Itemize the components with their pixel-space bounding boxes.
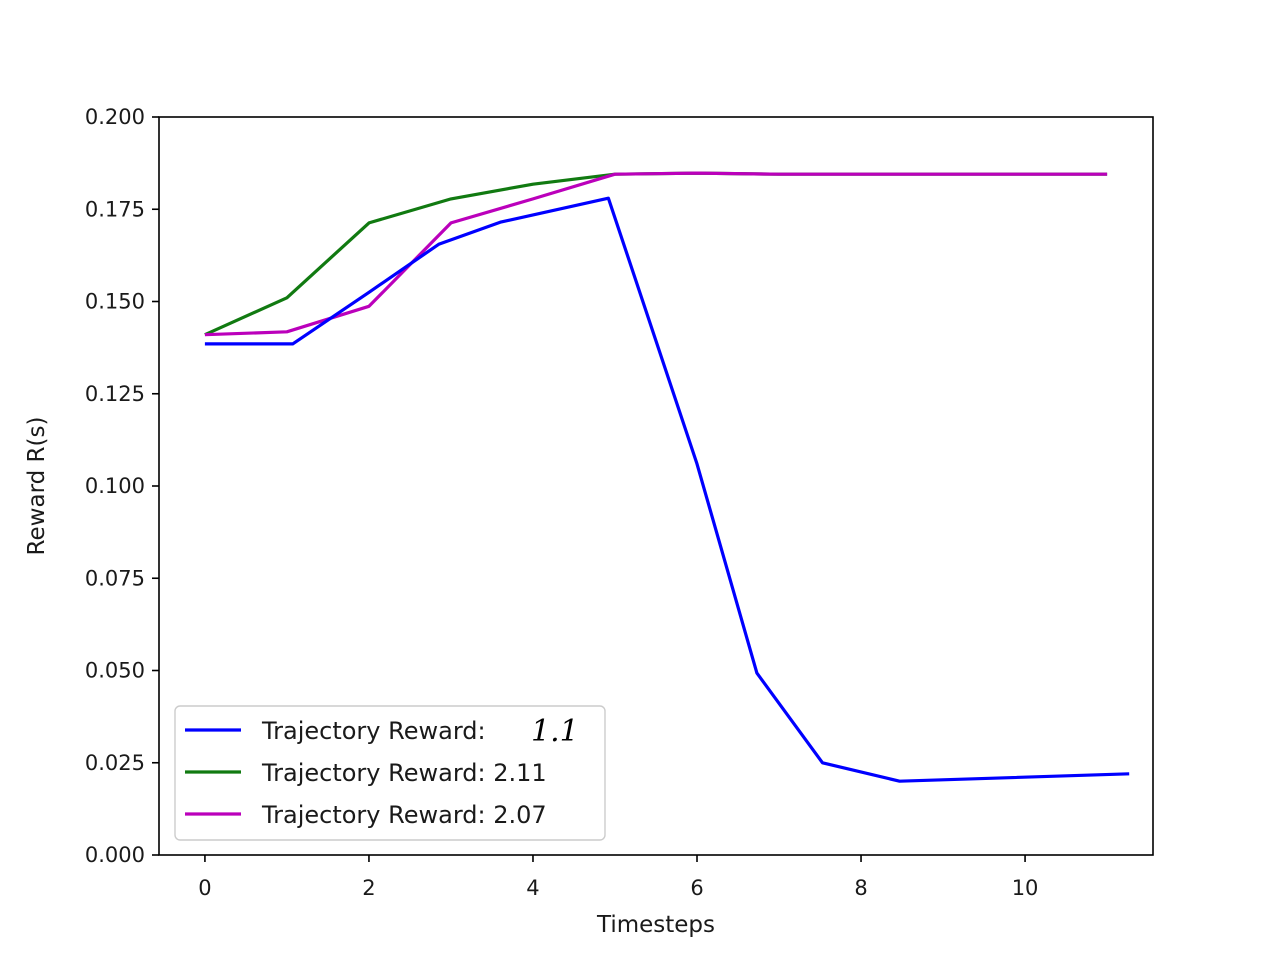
x-tick-label: 8 <box>854 876 867 900</box>
y-tick-label: 0.075 <box>85 566 145 590</box>
x-tick-label: 4 <box>526 876 539 900</box>
series-line-3 <box>204 171 1108 337</box>
x-tick-label: 10 <box>1012 876 1039 900</box>
legend-box <box>174 705 606 841</box>
series-layer <box>204 171 1130 783</box>
x-axis: 0 2 4 6 8 10 <box>198 855 1038 900</box>
legend-value-2: 2.11 <box>493 759 546 787</box>
y-tick-label: 0.150 <box>85 290 145 314</box>
legend-value-3: 2.07 <box>493 801 546 829</box>
y-tick-label: 0.100 <box>85 474 145 498</box>
y-tick-label: 0.025 <box>85 751 145 775</box>
series-line-1 <box>204 196 1130 783</box>
y-tick-label: 0.000 <box>85 843 145 867</box>
y-axis-label: Reward R(s) <box>24 417 50 556</box>
x-tick-label: 0 <box>198 876 211 900</box>
legend-handwritten-value: 1.1 <box>531 714 579 749</box>
x-axis-label: Timesteps <box>596 912 715 938</box>
x-tick-label: 2 <box>362 876 375 900</box>
legend: Trajectory Reward: 1.1 Trajectory Reward:… <box>174 705 606 841</box>
legend-label-3: Trajectory Reward: 2.07 <box>261 801 547 829</box>
x-tick-label: 6 <box>690 876 703 900</box>
legend-label-1: Trajectory Reward: <box>261 717 486 745</box>
y-tick-label: 0.200 <box>85 105 145 129</box>
y-tick-label: 0.050 <box>85 659 145 683</box>
legend-entries: Trajectory Reward: 1.1 Trajectory Reward:… <box>185 714 579 829</box>
y-axis: 0.000 0.025 0.050 0.075 0.100 0.125 0.150 0.175… <box>85 105 159 867</box>
y-tick-label: 0.175 <box>85 197 145 221</box>
legend-label-2: Trajectory Reward: 2.11 <box>261 759 547 787</box>
y-tick-label: 0.125 <box>85 382 145 406</box>
